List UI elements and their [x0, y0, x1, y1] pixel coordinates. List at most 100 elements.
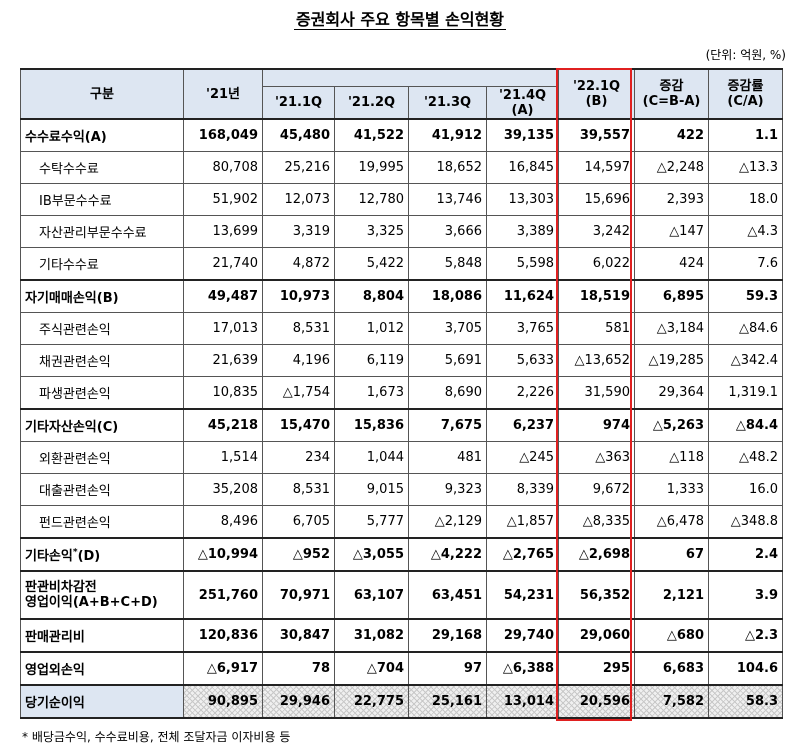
table-cell: △6,388 [486, 651, 559, 686]
table-cell: 21,740 [183, 247, 263, 281]
table-cell: 13,746 [408, 183, 487, 216]
table-row: 수탁수수료 80,708 25,216 19,995 18,652 16,845 14,59… [20, 151, 783, 184]
table-cell: △2.3 [708, 618, 783, 653]
row-label: 당기순이익 [20, 684, 184, 719]
table-cell: 3,325 [334, 215, 409, 248]
table-cell: △10,994 [183, 537, 263, 572]
table-cell: 54,231 [486, 570, 559, 620]
table-cell: 9,672 [558, 473, 635, 506]
table-cell: 8,496 [183, 505, 263, 539]
table-cell: 424 [634, 247, 709, 281]
table-cell: △84.4 [708, 408, 783, 442]
table-cell: 15,836 [334, 408, 409, 442]
table-row: 채권관련손익 21,639 4,196 6,119 5,691 5,633 △13,652 △… [20, 344, 783, 377]
table-cell: 41,522 [334, 118, 409, 152]
table-row: 당기순이익 90,895 29,946 22,775 25,161 13,014 20,59… [20, 684, 783, 719]
table-cell: 29,060 [558, 618, 635, 653]
row-label: 기타자산손익(C) [20, 408, 184, 442]
table-cell: △2,129 [408, 505, 487, 539]
table-cell: △952 [262, 537, 335, 572]
table-cell: △4.3 [708, 215, 783, 248]
table-cell: △2,248 [634, 151, 709, 184]
table-cell: 18,086 [408, 279, 487, 313]
table-cell: 6,237 [486, 408, 559, 442]
table-cell: 4,196 [262, 344, 335, 377]
table-cell: △6,917 [183, 651, 263, 686]
page-title: 증권회사 주요 항목별 손익현황 [293, 10, 507, 30]
table-cell: 16,845 [486, 151, 559, 184]
row-label: 파생관련손익 [20, 376, 184, 410]
table-cell: 21,639 [183, 344, 263, 377]
table-row: 기타수수료 21,740 4,872 5,422 5,848 5,598 6,022 424 7… [20, 247, 783, 281]
table-cell: △84.6 [708, 312, 783, 345]
row-label: 수탁수수료 [20, 151, 184, 184]
header-22-1q: '22.1Q (B) [558, 68, 635, 120]
table-cell: △1,857 [486, 505, 559, 539]
table-cell: 18,652 [408, 151, 487, 184]
table-cell: 6,119 [334, 344, 409, 377]
table-cell: 5,777 [334, 505, 409, 539]
table-cell: 251,760 [183, 570, 263, 620]
table-cell: △19,285 [634, 344, 709, 377]
table-row: 판관비차감전 영업이익(A+B+C+D) 251,760 70,971 63,107 63… [20, 570, 783, 620]
table-cell: △3,055 [334, 537, 409, 572]
row-label: 기타수수료 [20, 247, 184, 281]
table-cell: 12,073 [262, 183, 335, 216]
header-2021: '21년 [183, 68, 263, 120]
table-cell: △13.3 [708, 151, 783, 184]
table-cell: 19,995 [334, 151, 409, 184]
table-cell: 13,699 [183, 215, 263, 248]
unit-label: (단위: 억원, %) [705, 48, 786, 62]
table-cell: 3.9 [708, 570, 783, 620]
table-cell: △245 [486, 441, 559, 474]
table-cell: 5,848 [408, 247, 487, 281]
table-cell: 78 [262, 651, 335, 686]
table-cell: 8,339 [486, 473, 559, 506]
table-cell: 80,708 [183, 151, 263, 184]
table-cell: 49,487 [183, 279, 263, 313]
table-cell: 29,946 [262, 684, 335, 719]
table-cell: 1,673 [334, 376, 409, 410]
table-cell: 6,022 [558, 247, 635, 281]
table-cell: 13,303 [486, 183, 559, 216]
row-label: IB부문수수료 [20, 183, 184, 216]
table-cell: 1,333 [634, 473, 709, 506]
table-cell: 67 [634, 537, 709, 572]
table-cell: 295 [558, 651, 635, 686]
row-label: 판매관리비 [20, 618, 184, 653]
table-cell: 70,971 [262, 570, 335, 620]
table-cell: 31,082 [334, 618, 409, 653]
table-cell: 18,519 [558, 279, 635, 313]
row-label: 대출관련손익 [20, 473, 184, 506]
table-row: 기타손익*(D) △10,994 △952 △3,055 △4,222 △2,765 △2,… [20, 537, 783, 572]
table-cell: △8,335 [558, 505, 635, 539]
table-cell: 3,242 [558, 215, 635, 248]
table-cell: 90,895 [183, 684, 263, 719]
table-cell: 2.4 [708, 537, 783, 572]
table-cell: 5,633 [486, 344, 559, 377]
table-cell: 974 [558, 408, 635, 442]
table-cell: △3,184 [634, 312, 709, 345]
table-cell: 120,836 [183, 618, 263, 653]
table-row: 판매관리비 120,836 30,847 31,082 29,168 29,740 29,0… [20, 618, 783, 653]
row-label: 기타손익*(D) [20, 537, 184, 572]
table-cell: 3,666 [408, 215, 487, 248]
table-row: 대출관련손익 35,208 8,531 9,015 9,323 8,339 9,672 1,3… [20, 473, 783, 506]
table-cell: 3,765 [486, 312, 559, 345]
table-cell: △6,478 [634, 505, 709, 539]
table-cell: 6,705 [262, 505, 335, 539]
table-cell: 20,596 [558, 684, 635, 719]
row-label: 주식관련손익 [20, 312, 184, 345]
table-row: IB부문수수료 51,902 12,073 12,780 13,746 13,303 15,… [20, 183, 783, 216]
table-cell: 422 [634, 118, 709, 152]
table-cell: 5,691 [408, 344, 487, 377]
table-cell: 9,323 [408, 473, 487, 506]
header-change: 증감 (C=B-A) [634, 68, 709, 120]
table-cell: 5,422 [334, 247, 409, 281]
table-row: 자산관리부문수수료 13,699 3,319 3,325 3,666 3,389 3,242… [20, 215, 783, 248]
table-cell: 97 [408, 651, 487, 686]
row-label: 자기매매손익(B) [20, 279, 184, 313]
table-cell: 18.0 [708, 183, 783, 216]
table-cell: 168,049 [183, 118, 263, 152]
table-cell: △1,754 [262, 376, 335, 410]
